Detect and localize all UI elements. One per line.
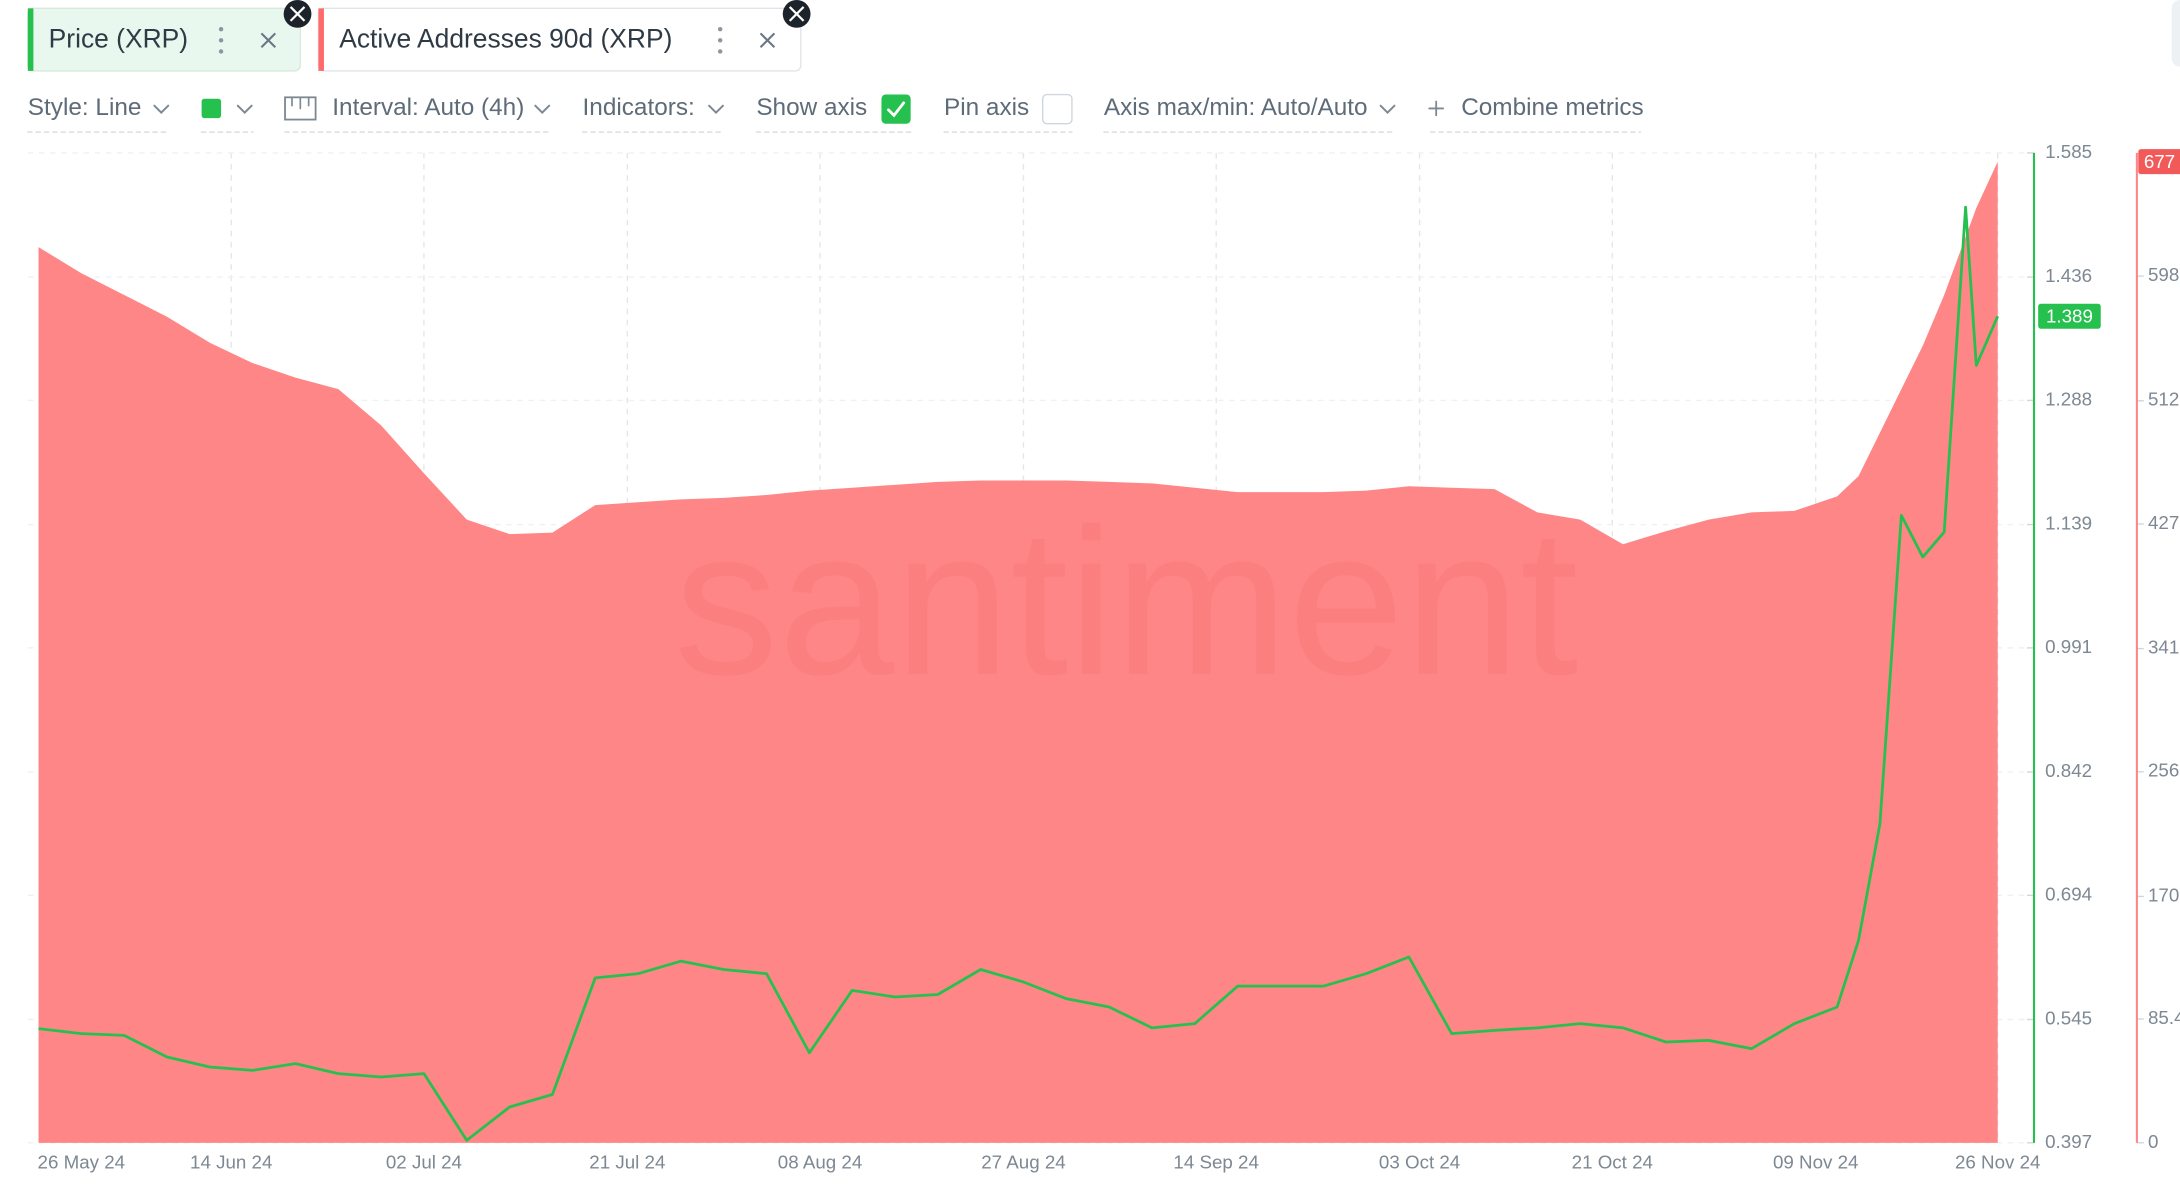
color-select[interactable]	[201, 98, 222, 119]
toolbar: Style: Line Interval: Auto (4h) Indicato…	[27, 93, 1644, 133]
y-tick-label: 1.288	[2045, 388, 2092, 409]
x-tick-label: 08 Aug 24	[778, 1152, 862, 1173]
y2-tick-label: 0	[2148, 1131, 2158, 1152]
x-tick-label: 27 Aug 24	[981, 1152, 1065, 1173]
x-tick-label: 14 Sep 24	[1173, 1152, 1259, 1173]
plot: 26 May 24 14 Jun 24 02 Jul 24 21 Jul 24 08 A…	[27, 141, 2180, 1173]
x-tick-label: 26 May 24	[38, 1152, 126, 1173]
x-tick-label: 09 Nov 24	[1773, 1152, 1858, 1173]
style-select[interactable]: Style: Line	[28, 94, 142, 121]
y2-tick-label: 341	[2148, 637, 2179, 658]
x-tick-label: 02 Jul 24	[386, 1152, 462, 1173]
y-tick-label: 1.436	[2045, 265, 2092, 286]
aa-badge-label: 677	[2144, 151, 2175, 172]
pin-axis-label[interactable]: Pin axis	[944, 94, 1029, 121]
indicators-select[interactable]: Indicators:	[583, 94, 695, 121]
y2-tick-label: 512	[2148, 389, 2179, 410]
show-axis-checkbox[interactable]	[881, 94, 911, 124]
x-tick-label: 26 Nov 24	[1955, 1152, 2040, 1173]
x-tick-label: 03 Oct 24	[1379, 1152, 1460, 1173]
area	[38, 161, 1998, 1143]
y2-tick-label: 598	[2148, 264, 2179, 285]
show-axis-label[interactable]: Show axis	[756, 94, 867, 121]
y-tick-label: 0.694	[2045, 883, 2092, 904]
tab-label: Active Addresses 90d (XRP)	[339, 23, 672, 53]
price-badge	[2038, 303, 2101, 329]
x-tick-label: 21 Oct 24	[1572, 1152, 1653, 1173]
metric-tab[interactable]: Price (XRP)	[27, 0, 312, 72]
y-tick-label: 0.991	[2045, 636, 2092, 657]
y-tick-label: 1.585	[2045, 141, 2092, 162]
scroll-stub	[2171, 0, 2180, 67]
y-tick-label: 1.139	[2045, 513, 2092, 534]
y-tick-label: 0.397	[2045, 1131, 2092, 1152]
pin-axis-checkbox[interactable]	[1042, 93, 1073, 125]
combine-metrics[interactable]: Combine metrics	[1461, 94, 1644, 121]
watermark: santiment	[674, 486, 1578, 719]
line	[38, 205, 1999, 1142]
y2-tick-label: 256	[2148, 760, 2179, 781]
x-tick-label: 21 Jul 24	[589, 1152, 665, 1173]
y2-tick-label: 427	[2148, 512, 2179, 533]
interval-select[interactable]: Interval: Auto (4h)	[332, 94, 524, 121]
tab-label: Price (XRP)	[49, 23, 188, 53]
y-tick-label: 0.545	[2045, 1007, 2092, 1028]
y-tick-label: 0.842	[2045, 760, 2092, 781]
metric-tab[interactable]: Active Addresses 90d (XRP)	[317, 0, 811, 72]
aa-badge	[2138, 149, 2180, 175]
y2-tick-label: 170	[2148, 884, 2179, 905]
axis-range-select[interactable]: Axis max/min: Auto/Auto	[1104, 94, 1368, 121]
price-badge-label: 1.389	[2046, 306, 2093, 327]
x-tick-label: 14 Jun 24	[190, 1152, 272, 1173]
y2-tick-label: 85.4	[2148, 1007, 2180, 1028]
